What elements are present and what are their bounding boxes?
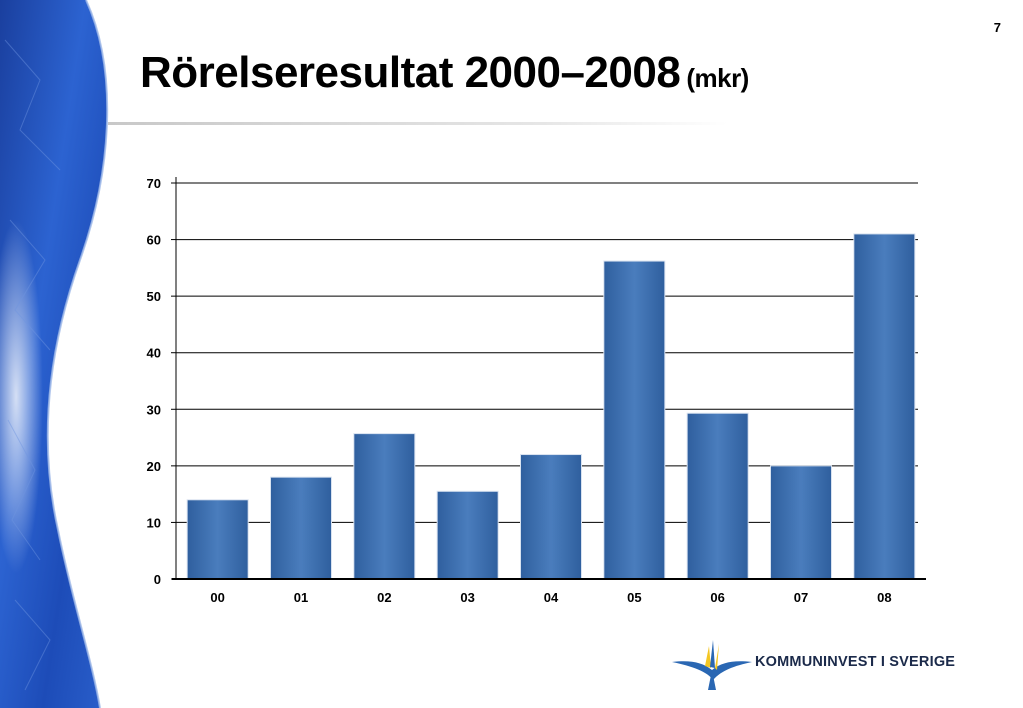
x-tick-label-06: 06 xyxy=(710,590,724,605)
x-tick-label-05: 05 xyxy=(627,590,641,605)
bar-03 xyxy=(436,490,499,580)
y-tick-label-20: 20 xyxy=(147,459,161,474)
axes xyxy=(171,177,926,580)
bar-04 xyxy=(520,454,582,580)
bar-05 xyxy=(603,260,666,580)
x-tick-label-07: 07 xyxy=(794,590,808,605)
bar-02 xyxy=(353,433,416,580)
brand-name: KOMMUNINVEST I SVERIGE xyxy=(755,654,956,670)
x-tick-label-08: 08 xyxy=(877,590,891,605)
x-tick-label-01: 01 xyxy=(294,590,308,605)
x-tick-labels: 00 01 02 03 04 05 06 07 08 xyxy=(210,590,891,605)
kommuninvest-logo xyxy=(672,640,752,690)
y-tick-label-10: 10 xyxy=(147,515,161,530)
y-tick-label-70: 70 xyxy=(147,176,161,191)
bars xyxy=(186,233,916,580)
title-divider xyxy=(108,122,728,125)
y-tick-label-60: 60 xyxy=(147,233,161,248)
y-tick-label-0: 0 xyxy=(154,572,161,587)
y-tick-label-50: 50 xyxy=(147,289,161,304)
page-title: Rörelseresultat 2000–2008 (mkr) xyxy=(140,48,749,98)
x-tick-label-03: 03 xyxy=(460,590,474,605)
bar-01 xyxy=(270,476,332,580)
x-tick-label-00: 00 xyxy=(210,590,224,605)
title-main: Rörelseresultat 2000–2008 xyxy=(140,48,681,97)
bar-07 xyxy=(770,465,832,580)
slide-number: 7 xyxy=(993,20,1001,35)
y-tick-labels: 0 10 20 30 40 50 60 70 xyxy=(147,176,161,587)
x-tick-label-04: 04 xyxy=(544,590,559,605)
bar-08 xyxy=(853,233,916,580)
y-tick-label-30: 30 xyxy=(147,402,161,417)
bar-06 xyxy=(686,412,749,580)
y-tick-label-40: 40 xyxy=(147,346,161,361)
decorative-blue-wave xyxy=(0,0,109,708)
x-tick-label-02: 02 xyxy=(377,590,391,605)
bar-00 xyxy=(186,499,249,580)
title-unit: (mkr) xyxy=(686,63,749,93)
